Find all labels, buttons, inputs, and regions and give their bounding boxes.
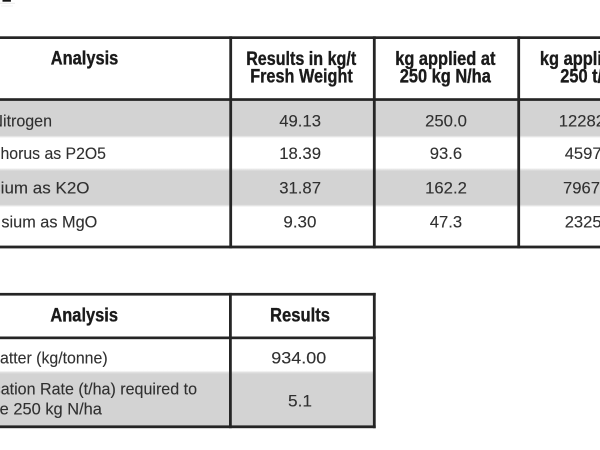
svg-text:250.0: 250.0 <box>425 112 467 131</box>
svg-text:Phosphorus as P2O5: Phosphorus as P2O5 <box>0 144 106 163</box>
svg-text:Potassium as K2O: Potassium as K2O <box>0 179 89 198</box>
svg-text:31.87: 31.87 <box>279 179 321 198</box>
svg-text:47.3: 47.3 <box>430 212 462 231</box>
svg-text:93.6: 93.6 <box>430 144 462 163</box>
svg-text:kg applied at: kg applied at <box>540 49 600 70</box>
svg-text:sium as MgO: sium as MgO <box>1 212 97 231</box>
svg-text:2325.0: 2325.0 <box>565 212 600 231</box>
svg-text:5.1: 5.1 <box>288 391 312 410</box>
svg-text:4597.5: 4597.5 <box>565 144 600 163</box>
svg-text:kg applied at: kg applied at <box>395 49 496 70</box>
svg-text:Results in kg/t: Results in kg/t <box>246 49 357 70</box>
svg-text:18.39: 18.39 <box>279 144 321 163</box>
svg-text:Application Rate (t/ha) requir: Application Rate (t/ha) required to <box>0 380 197 399</box>
svg-text:Analysis: Analysis <box>51 49 119 70</box>
svg-text:e 250 kg N/ha: e 250 kg N/ha <box>0 400 102 419</box>
svg-text:934.00: 934.00 <box>271 349 326 368</box>
svg-text:Dry Matter (kg/tonne): Dry Matter (kg/tonne) <box>0 349 108 368</box>
svg-text:250 kg N/ha: 250 kg N/ha <box>400 66 491 87</box>
svg-text:Nitrogen: Nitrogen <box>0 112 52 131</box>
svg-text:Results: Results <box>270 305 330 326</box>
svg-text:162.2: 162.2 <box>425 179 467 198</box>
svg-text:9.30: 9.30 <box>283 212 316 231</box>
svg-text:Analysis: Analysis <box>50 305 118 326</box>
svg-text:250 t/ha: 250 t/ha <box>560 66 600 87</box>
svg-text:7967.5: 7967.5 <box>563 179 600 198</box>
svg-text:49.13: 49.13 <box>279 112 321 131</box>
svg-text:Fresh Weight: Fresh Weight <box>250 66 353 87</box>
svg-text:12282.5: 12282.5 <box>559 112 600 131</box>
